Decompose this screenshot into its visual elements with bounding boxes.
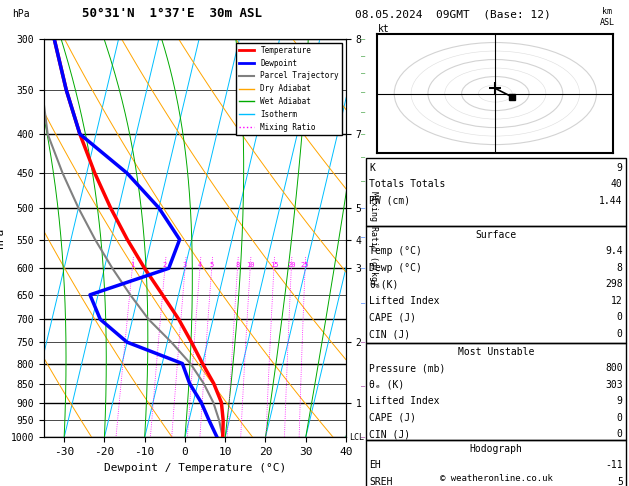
Text: 3: 3 (183, 262, 187, 268)
Text: 5: 5 (617, 477, 623, 486)
Text: 10: 10 (246, 262, 254, 268)
Text: CAPE (J): CAPE (J) (369, 413, 416, 423)
Text: —: — (362, 300, 365, 306)
Text: km
ASL: km ASL (599, 7, 615, 27)
X-axis label: Dewpoint / Temperature (°C): Dewpoint / Temperature (°C) (104, 463, 286, 473)
Text: —: — (362, 154, 365, 160)
Text: —: — (362, 205, 365, 211)
Text: —: — (362, 265, 365, 271)
Text: © weatheronline.co.uk: © weatheronline.co.uk (440, 474, 552, 483)
Text: CIN (J): CIN (J) (369, 429, 410, 439)
Text: Totals Totals: Totals Totals (369, 179, 445, 190)
Text: —: — (362, 434, 365, 440)
Text: Temp (°C): Temp (°C) (369, 246, 422, 257)
Text: —: — (362, 131, 365, 137)
Text: 1: 1 (130, 262, 135, 268)
Text: 40: 40 (611, 179, 623, 190)
Text: —: — (362, 71, 365, 77)
Text: 12: 12 (611, 296, 623, 306)
Text: —: — (362, 36, 365, 42)
Y-axis label: Mixing Ratio (g/kg): Mixing Ratio (g/kg) (369, 191, 378, 286)
Text: -11: -11 (605, 460, 623, 470)
Text: K: K (369, 163, 375, 173)
Text: 15: 15 (270, 262, 278, 268)
Text: 5: 5 (209, 262, 214, 268)
Text: 0: 0 (617, 329, 623, 339)
Text: 9: 9 (617, 163, 623, 173)
Text: Hodograph: Hodograph (469, 444, 523, 454)
Text: —: — (362, 234, 365, 240)
Text: —: — (362, 339, 365, 345)
Text: 0: 0 (617, 312, 623, 323)
Text: Pressure (mb): Pressure (mb) (369, 363, 445, 373)
Text: SREH: SREH (369, 477, 392, 486)
Text: 8: 8 (235, 262, 240, 268)
Text: Lifted Index: Lifted Index (369, 296, 440, 306)
Text: 800: 800 (605, 363, 623, 373)
Text: Dewp (°C): Dewp (°C) (369, 263, 422, 273)
Text: 8: 8 (617, 263, 623, 273)
Text: 4: 4 (198, 262, 202, 268)
Text: —: — (362, 53, 365, 59)
Text: —: — (362, 90, 365, 96)
Text: 08.05.2024  09GMT  (Base: 12): 08.05.2024 09GMT (Base: 12) (355, 9, 551, 19)
Text: 25: 25 (301, 262, 309, 268)
Text: —: — (362, 383, 365, 389)
Legend: Temperature, Dewpoint, Parcel Trajectory, Dry Adiabat, Wet Adiabat, Isotherm, Mi: Temperature, Dewpoint, Parcel Trajectory… (236, 43, 342, 135)
Text: LCL: LCL (349, 433, 364, 442)
Text: 1.44: 1.44 (599, 196, 623, 206)
Text: 0: 0 (617, 413, 623, 423)
Y-axis label: hPa: hPa (0, 228, 5, 248)
Text: —: — (362, 110, 365, 116)
Text: hPa: hPa (13, 9, 30, 19)
Text: Surface: Surface (476, 230, 516, 240)
Text: 9: 9 (617, 396, 623, 406)
Text: 0: 0 (617, 429, 623, 439)
Text: 20: 20 (287, 262, 296, 268)
Text: Lifted Index: Lifted Index (369, 396, 440, 406)
Text: 50°31'N  1°37'E  30m ASL: 50°31'N 1°37'E 30m ASL (82, 7, 262, 20)
Text: θₑ (K): θₑ (K) (369, 380, 404, 390)
Text: —: — (362, 178, 365, 185)
Text: 9.4: 9.4 (605, 246, 623, 257)
Text: CIN (J): CIN (J) (369, 329, 410, 339)
Text: 2: 2 (163, 262, 167, 268)
Text: Most Unstable: Most Unstable (458, 347, 534, 357)
Text: θₑ(K): θₑ(K) (369, 279, 399, 290)
Text: PW (cm): PW (cm) (369, 196, 410, 206)
Text: kt: kt (377, 24, 389, 34)
Text: 303: 303 (605, 380, 623, 390)
Text: CAPE (J): CAPE (J) (369, 312, 416, 323)
Text: 298: 298 (605, 279, 623, 290)
Text: EH: EH (369, 460, 381, 470)
